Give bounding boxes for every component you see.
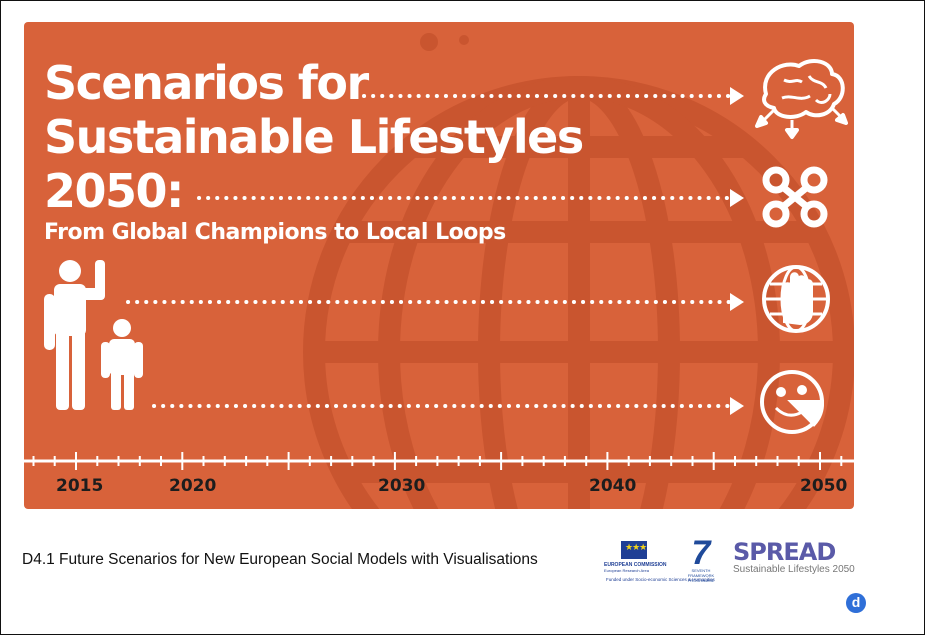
fp7-text: SEVENTH FRAMEWORK PROGRAMME xyxy=(687,568,715,583)
adult-figure-icon xyxy=(44,260,105,410)
year-label-2050: 2050 xyxy=(800,476,848,496)
eu-commission-logo: ★★★ EUROPEAN COMMISSION European Researc… xyxy=(604,541,670,573)
eu-funded-text: Funded under Socio-economic Sciences & H… xyxy=(606,577,715,582)
loop-icon xyxy=(762,166,828,228)
year-label-2030: 2030 xyxy=(378,476,426,496)
dotted-arrow-1 xyxy=(362,87,744,105)
illustration-overlay xyxy=(24,58,854,470)
fp7-number: 7 xyxy=(691,534,711,572)
eu-flag-icon: ★★★ xyxy=(621,541,647,559)
hand-globe-icon xyxy=(762,265,830,333)
year-label-2020: 2020 xyxy=(169,476,217,496)
year-label-2040: 2040 xyxy=(589,476,637,496)
dotted-arrow-4 xyxy=(152,397,744,415)
title-line-3: 2050: xyxy=(44,164,184,218)
year-label-2015: 2015 xyxy=(56,476,104,496)
d-badge-icon[interactable]: d xyxy=(846,593,866,613)
spread-tagline: Sustainable Lifestyles 2050 xyxy=(733,564,855,575)
subtitle: From Global Champions to Local Loops xyxy=(44,220,506,245)
title-line-1: Scenarios for xyxy=(44,56,369,110)
eu-logo-line-1: EUROPEAN COMMISSION xyxy=(604,562,667,568)
eu-logo-line-2: European Research Area xyxy=(604,568,649,573)
pizza-smile-icon xyxy=(760,370,825,434)
document-title: D4.1 Future Scenarios for New European S… xyxy=(22,551,538,568)
dotted-arrow-2 xyxy=(197,189,744,207)
brain-icon xyxy=(755,58,848,139)
child-figure-icon xyxy=(101,319,143,410)
fp7-logo: 7 SEVENTH FRAMEWORK PROGRAMME xyxy=(683,534,719,583)
title-slide-panel: Scenarios for Sustainable Lifestyles 205… xyxy=(24,22,854,509)
spread-logo: SPREAD Sustainable Lifestyles 2050 xyxy=(733,540,855,575)
spread-wordmark: SPREAD xyxy=(733,538,836,566)
title-line-2: Sustainable Lifestyles xyxy=(44,110,584,164)
globe-background-icon xyxy=(303,33,854,509)
dotted-arrow-3 xyxy=(126,293,744,311)
